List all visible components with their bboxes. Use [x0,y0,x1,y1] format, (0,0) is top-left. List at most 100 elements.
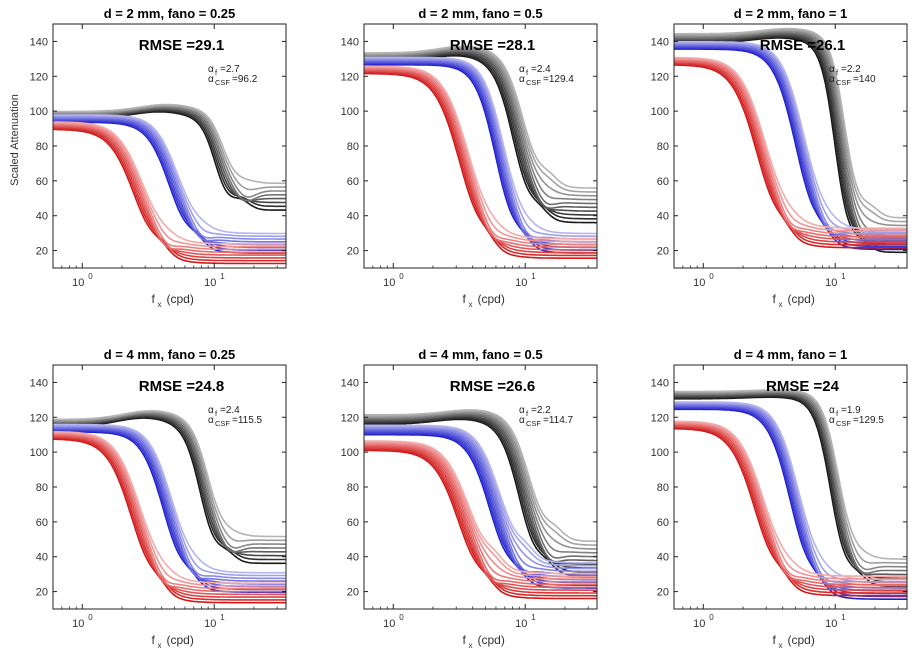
series-line-red [674,423,907,586]
series-line-blue [364,425,597,567]
series-line-gray [364,46,597,193]
series-line-blue [674,48,907,251]
series-line-blue [53,426,286,582]
x-tick-label: 10 [693,618,705,630]
series-line-red [674,427,907,597]
alpha-csf-symbol: α [519,415,525,426]
x-tick-exponent: 1 [531,613,536,622]
y-tick-label: 120 [651,412,669,424]
rmse-annotation: RMSE =24.8 [139,378,224,395]
x-axis-label: f [152,633,156,647]
series-line-gray [364,413,597,559]
series-line-blue [364,57,597,238]
series-line-gray [674,390,907,564]
series-line-blue [674,45,907,242]
series-line-red [364,68,597,248]
series-line-red [364,446,597,591]
y-tick-label: 20 [657,246,669,258]
alpha-csf-subscript: CSF [526,419,541,428]
alpha-f-symbol: α [829,64,835,75]
x-tick-exponent: 0 [88,272,93,281]
series-line-gray [674,27,907,219]
alpha-f-value: =2.4 [220,405,240,416]
x-axis-label-subscript: x [158,641,162,650]
series-line-blue [674,42,907,234]
alpha-csf-value: =96.2 [232,74,258,85]
x-tick-label: 10 [515,277,527,289]
x-tick-label: 10 [515,618,527,630]
series-group [674,27,907,254]
series-line-gray [364,409,597,543]
series-line-blue [53,424,286,577]
series-line-red [364,449,597,600]
y-tick-label: 120 [30,71,48,83]
y-tick-label: 20 [347,246,359,258]
chart-title: d = 4 mm, fano = 0.5 [418,347,542,362]
x-tick-exponent: 1 [841,613,846,622]
rmse-annotation: RMSE =24 [766,378,840,395]
x-axis-label-subscript: x [469,641,473,650]
y-tick-label: 80 [657,482,669,494]
alpha-f-subscript: f [836,409,839,418]
series-line-red [674,64,907,249]
y-tick-label: 40 [657,211,669,223]
chart-panel: d = 2 mm, fano = 0.252040608010012014010… [30,6,287,309]
y-tick-label: 140 [30,377,48,389]
series-line-red [364,69,597,251]
x-axis-label-unit: (cpd) [478,633,505,647]
y-tick-label: 140 [651,377,669,389]
y-tick-label: 40 [657,552,669,564]
series-line-gray [364,411,597,550]
x-tick-label: 10 [383,618,395,630]
x-axis-label-unit: (cpd) [167,633,194,647]
series-line-blue [674,408,907,600]
alpha-csf-symbol: α [829,74,835,85]
series-line-blue [53,425,286,580]
series-line-gray [364,415,597,566]
series-line-blue [674,46,907,245]
alpha-csf-subscript: CSF [215,419,230,428]
rmse-annotation: RMSE =26.1 [760,37,845,54]
series-line-red [364,65,597,240]
series-line-red [53,128,286,265]
alpha-f-subscript: f [526,68,529,77]
chart-panel: d = 2 mm, fano = 0.520406080100120140100… [341,6,598,309]
x-tick-exponent: 0 [709,272,714,281]
alpha-f-symbol: α [519,405,525,416]
x-tick-label: 10 [204,277,216,289]
series-group [53,103,286,265]
chart-panel: d = 2 mm, fano = 12040608010012014010010… [651,6,908,309]
series-line-red [53,432,286,587]
x-tick-exponent: 0 [399,613,404,622]
y-tick-label: 140 [651,36,669,48]
x-tick-exponent: 1 [220,613,225,622]
series-line-gray [53,411,286,542]
series-group [364,409,597,600]
series-line-gray [364,417,597,573]
alpha-csf-symbol: α [829,415,835,426]
x-tick-exponent: 1 [220,272,225,281]
y-axis-label: Scaled Attenuation [9,94,21,186]
series-line-gray [674,392,907,574]
alpha-f-symbol: α [208,64,214,75]
series-line-red [364,66,597,243]
y-tick-label: 80 [36,141,48,153]
series-group [53,410,286,604]
alpha-f-subscript: f [526,409,529,418]
y-tick-label: 60 [347,517,359,529]
series-line-red [674,422,907,583]
series-line-red [674,57,907,232]
series-line-gray [53,410,286,538]
series-group [364,45,597,259]
alpha-csf-value: =129.4 [543,74,574,85]
chart-title: d = 2 mm, fano = 0.25 [104,6,236,21]
y-tick-label: 140 [30,36,48,48]
y-tick-label: 100 [651,447,669,459]
series-line-gray [674,29,907,227]
series-line-blue [364,424,597,564]
y-tick-label: 100 [651,106,669,118]
x-tick-label: 10 [693,277,705,289]
x-axis-label: f [773,292,777,306]
series-line-gray [53,105,286,198]
series-line-red [53,434,286,593]
